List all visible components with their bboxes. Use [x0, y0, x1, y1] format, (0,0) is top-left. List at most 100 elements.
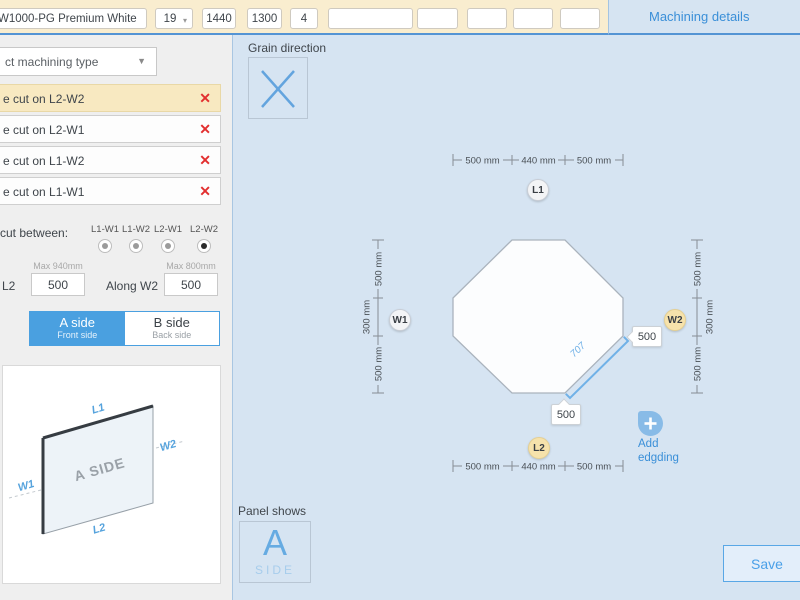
- preview-w1-label: W1: [17, 478, 36, 494]
- dim-right-3: 500 mm: [693, 347, 704, 381]
- toolbar-empty-input-1[interactable]: [328, 8, 413, 29]
- add-edging-label-line2: edgding: [638, 452, 679, 464]
- grain-direction-label: Grain direction: [248, 41, 327, 55]
- sidebar: ct machining type ▼ e cut on L2-W2 ✕ e c…: [0, 35, 233, 600]
- dim-left-3: 500 mm: [374, 347, 385, 381]
- dim-label-bg: [372, 345, 384, 385]
- tab-b-side-title: B side: [153, 315, 190, 330]
- machining-item-label: e cut on L2-W1: [3, 123, 85, 137]
- radio-label-l1-w2: L1-W2: [122, 224, 150, 235]
- panel-shows-letter: A: [262, 522, 287, 563]
- dim-right-1: 500 mm: [693, 252, 704, 286]
- add-edging-button[interactable]: Add edgding: [638, 411, 684, 464]
- dim-label-bg: [372, 249, 384, 289]
- cut-length-callout[interactable]: 500: [551, 398, 581, 425]
- radio-l1-w2[interactable]: [129, 239, 143, 253]
- toolbar-empty-input-4[interactable]: [513, 8, 553, 29]
- max-l2-label: Max 940mm: [33, 261, 83, 271]
- machining-type-value: ct machining type: [5, 55, 99, 69]
- cut-width-callout[interactable]: 500: [626, 326, 662, 347]
- grain-direction-box[interactable]: [248, 57, 308, 119]
- radio-label-l2-w2: L2-W2: [190, 224, 218, 235]
- dim-label-bg: [462, 154, 503, 166]
- width-input[interactable]: 1300: [247, 8, 282, 29]
- add-edging-plus-badge: [638, 411, 663, 436]
- grain-cross-icon: [261, 70, 295, 108]
- radio-dot: [102, 243, 108, 249]
- radio-l1-w1[interactable]: [98, 239, 112, 253]
- w2-axis-dashed-line: [155, 440, 186, 449]
- dim-left-2: 300 mm: [362, 300, 373, 334]
- tab-machining-details[interactable]: Machining details: [608, 0, 800, 35]
- machining-item-l1-w2[interactable]: e cut on L1-W2 ✕: [0, 146, 221, 174]
- corner-cut-edge-bracket: [565, 336, 630, 400]
- radio-l2-w2[interactable]: [197, 239, 211, 253]
- radio-label-l2-w1: L2-W1: [154, 224, 182, 235]
- tab-a-side[interactable]: A side Front side: [30, 312, 125, 345]
- tab-machining-details-label: Machining details: [649, 9, 750, 24]
- quantity-input[interactable]: 4: [290, 8, 318, 29]
- remove-icon[interactable]: ✕: [199, 121, 211, 137]
- edge-badge-w2: W2: [664, 309, 686, 331]
- tab-b-side[interactable]: B side Back side: [125, 312, 220, 345]
- along-l2-label: L2: [2, 279, 16, 293]
- dim-label-bg: [462, 460, 503, 472]
- length-input[interactable]: 1440: [202, 8, 236, 29]
- preview-l2-label: L2: [91, 522, 107, 537]
- thickness-select[interactable]: 19 ▾: [155, 8, 193, 29]
- dim-label-bg: [691, 345, 703, 385]
- along-w2-input[interactable]: 500: [164, 273, 218, 296]
- add-edging-label-line1: Add: [638, 438, 659, 450]
- radio-label-l1-w1: L1-W1: [91, 224, 119, 235]
- preview-w2-label: W2: [159, 438, 178, 454]
- toolbar-empty-input-5[interactable]: [560, 8, 600, 29]
- cut-between-label: cut between:: [0, 226, 69, 240]
- dim-top-2: 440 mm: [521, 156, 555, 167]
- dim-label-bg: [519, 154, 558, 166]
- machining-item-label: e cut on L1-W2: [3, 154, 85, 168]
- tab-a-side-subtitle: Front side: [57, 330, 98, 340]
- remove-icon[interactable]: ✕: [199, 90, 211, 106]
- panel-shows-side: SIDE: [254, 563, 295, 577]
- save-button[interactable]: Save: [723, 545, 800, 582]
- panel-3d-preview: L1 W2 W1 L2 A SIDE: [2, 365, 221, 584]
- toolbar-empty-input-3[interactable]: [467, 8, 507, 29]
- panel-top-edge: [42, 404, 154, 440]
- toolbar: W1000-PG Premium White 19 ▾ 1440 1300 4: [0, 0, 608, 35]
- along-w2-label: Along W2: [106, 279, 159, 293]
- remove-icon[interactable]: ✕: [199, 183, 211, 199]
- dim-label-bg: [691, 249, 703, 289]
- panel-shows-box: A SIDE: [239, 521, 311, 583]
- radio-dot-selected: [201, 243, 207, 249]
- dim-left-1: 500 mm: [374, 252, 385, 286]
- product-input[interactable]: W1000-PG Premium White: [0, 8, 147, 29]
- side-tabs: A side Front side B side Back side: [29, 311, 220, 346]
- machining-item-l2-w1[interactable]: e cut on L2-W1 ✕: [0, 115, 221, 143]
- dim-bottom-3: 500 mm: [577, 462, 611, 473]
- chevron-down-icon: ▾: [182, 16, 187, 25]
- dim-label-bg: [574, 154, 615, 166]
- along-l2-input[interactable]: 500: [31, 273, 85, 296]
- thickness-value: 19: [163, 12, 177, 25]
- panel-shape-octagon[interactable]: [452, 239, 624, 394]
- cut-width-value: 500: [637, 330, 657, 343]
- dim-bottom-2: 440 mm: [521, 462, 555, 473]
- remove-icon[interactable]: ✕: [199, 152, 211, 168]
- machining-item-l1-w1[interactable]: e cut on L1-W1 ✕: [0, 177, 221, 205]
- radio-dot: [133, 243, 139, 249]
- machining-type-select[interactable]: ct machining type ▼: [0, 47, 157, 76]
- toolbar-empty-input-2[interactable]: [417, 8, 458, 29]
- machining-item-label: e cut on L2-W2: [3, 92, 85, 106]
- machining-item-label: e cut on L1-W1: [3, 185, 85, 199]
- machining-item-l2-w2[interactable]: e cut on L2-W2 ✕: [0, 84, 221, 112]
- machining-canvas: Grain direction 707 500 mm 440: [233, 35, 800, 600]
- radio-l2-w1[interactable]: [161, 239, 175, 253]
- preview-l1-label: L1: [90, 402, 106, 417]
- dim-top-1: 500 mm: [465, 156, 499, 167]
- dim-right-2: 300 mm: [705, 300, 716, 334]
- edge-badge-l1: L1: [527, 179, 549, 201]
- panel-drawing: 707 500 mm 440 mm 500 mm 500 mm: [362, 154, 716, 473]
- plus-icon: [644, 417, 657, 430]
- edge-badge-w1: W1: [389, 309, 411, 331]
